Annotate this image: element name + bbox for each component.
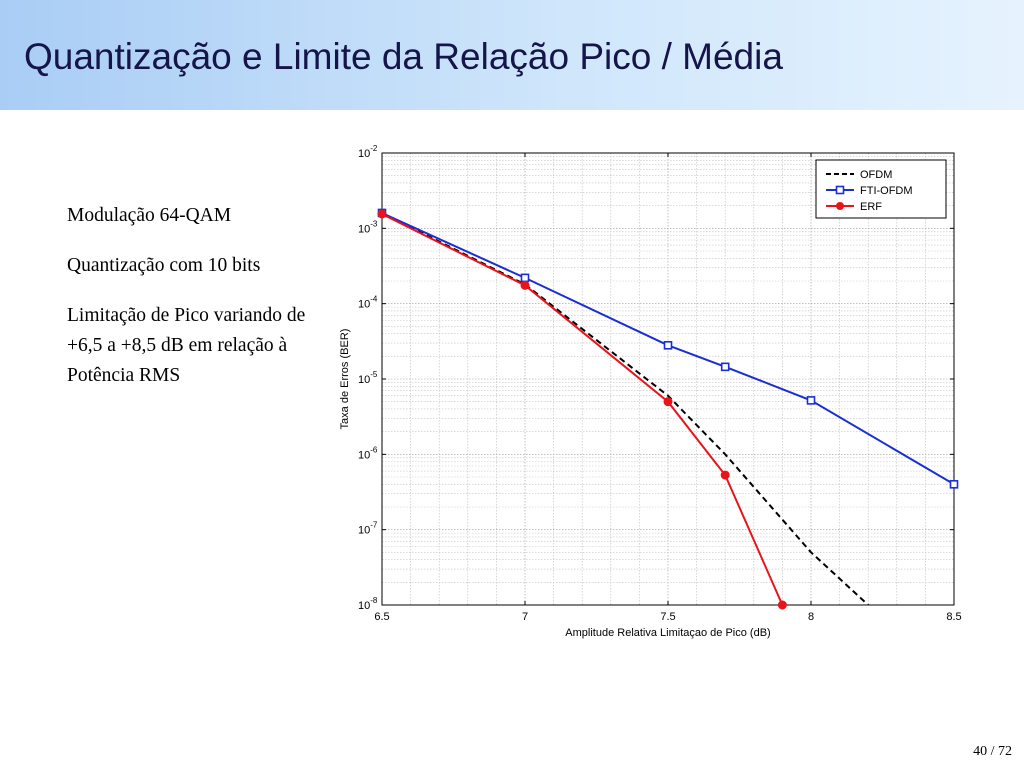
x-tick-label: 6.5 [374,611,389,623]
slide-title: Quantização e Limite da Relação Pico / M… [24,36,783,77]
x-tick-label: 8.5 [946,611,961,623]
data-point-fti-ofdm [806,396,816,405]
legend-label-erf: ERF [860,201,882,213]
data-point-erf [663,397,673,407]
x-tick-label: 8 [808,611,814,623]
data-point-erf [520,280,530,290]
y-tick-label: 10-7 [358,521,378,537]
chart-axes: 6.5 7 7.5 8 8.5 10-2 10-3 10-4 10-5 10-6 10-7 10-8 [358,144,962,623]
chart-grid [382,153,954,605]
legend-label-ofdm: OFDM [860,169,892,181]
data-point-fti-ofdm [663,341,673,350]
series-line-fti-ofdm [382,212,954,486]
x-tick-label: 7.5 [660,611,675,623]
data-point-erf [377,209,387,219]
data-point-fti-ofdm [949,480,959,489]
y-axis-label: Taxa de Erros (BER) [339,329,351,430]
legend-marker-fti-ofdm [835,185,845,195]
note-quantization: Quantização com 10 bits [67,255,261,276]
note-peak-limiting: Limitação de Pico variando de +6,5 a +8,… [67,305,306,386]
title-bar: Quantização e Limite da Relação Pico / M… [0,0,1024,110]
slide-notes: Modulação 64-QAM Quantização com 10 bits… [67,201,307,411]
legend-label-fti-ofdm: FTI-OFDM [860,185,913,197]
chart-series [377,208,959,610]
series-fti-ofdm [382,212,954,486]
y-tick-label: 10-8 [358,596,378,612]
page-number: 40 / 72 [973,744,1012,759]
data-point-erf [720,470,730,480]
note-modulation: Modulação 64-QAM [67,205,232,226]
x-tick-label: 7 [522,611,528,623]
y-tick-label: 10-5 [358,370,378,386]
y-tick-label: 10-2 [358,144,378,160]
data-point-fti-ofdm [520,273,530,283]
y-tick-label: 10-3 [358,219,378,235]
data-point-erf [777,600,787,610]
y-tick-label: 10-4 [358,295,378,311]
chart-legend: OFDM FTI-OFDM ERF [815,159,947,219]
y-tick-label: 10-6 [358,445,378,461]
x-axis-label: Amplitude Relativa Limitaçao de Pico (dB… [565,627,770,639]
data-point-fti-ofdm [720,362,730,372]
legend-marker-erf [836,202,844,210]
